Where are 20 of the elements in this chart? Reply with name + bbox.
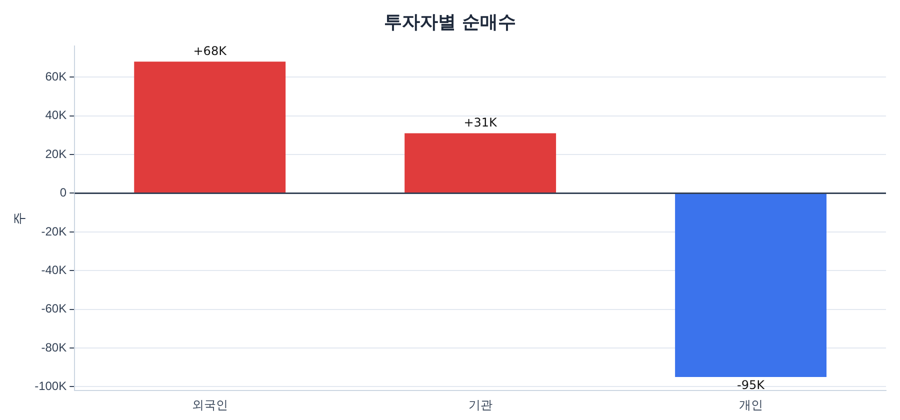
- y-tick-label: -60K: [41, 302, 67, 316]
- y-tick-label: -100K: [34, 379, 67, 394]
- bar: [404, 133, 556, 193]
- y-tick-label: -20K: [41, 224, 67, 238]
- y-tick-label: 40K: [45, 108, 67, 122]
- x-tick-label: 외국인: [192, 398, 228, 412]
- y-tick-label: -80K: [41, 340, 67, 354]
- y-tick-label: 0: [60, 186, 67, 200]
- x-tick-label: 개인: [738, 398, 763, 412]
- x-tick-label: 기관: [468, 398, 492, 412]
- chart-title: 투자자별 순매수: [382, 11, 518, 35]
- data-label: +68K: [193, 44, 228, 58]
- bar: [675, 194, 826, 378]
- y-tick-label: -40K: [41, 262, 67, 277]
- data-label: -95K: [737, 378, 766, 392]
- y-tick-label: 60K: [45, 69, 67, 84]
- data-label: +31K: [464, 115, 498, 130]
- y-axis-title: 주: [11, 212, 26, 225]
- bar: [134, 62, 286, 193]
- y-tick-label: 20K: [45, 146, 67, 161]
